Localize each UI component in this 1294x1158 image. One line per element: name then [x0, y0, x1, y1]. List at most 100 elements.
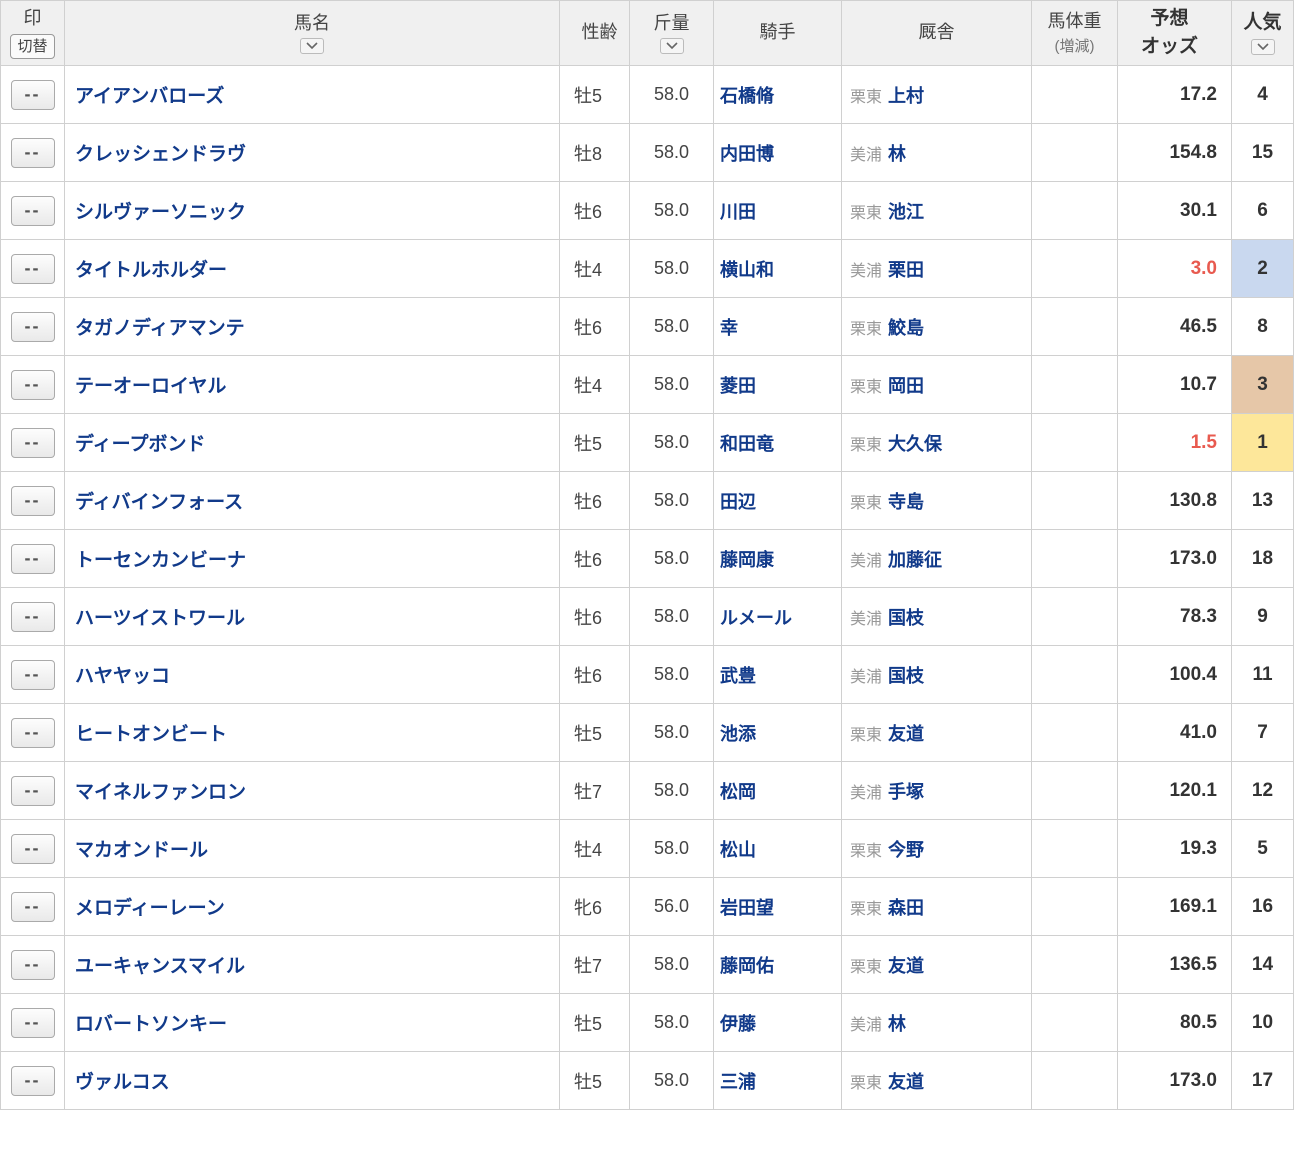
table-row: --テーオーロイヤル牡458.0菱田栗東岡田10.73 — [1, 356, 1294, 414]
stable-link[interactable]: 国枝 — [888, 608, 924, 628]
horse-name-link[interactable]: タガノディアマンテ — [75, 318, 245, 339]
jockey-link[interactable]: 岩田望 — [720, 898, 774, 918]
mark-select-button[interactable]: -- — [11, 602, 55, 632]
jockey-link[interactable]: 内田博 — [720, 144, 774, 164]
jockey-link[interactable]: 三浦 — [720, 1072, 756, 1092]
horse-name-link[interactable]: ハヤヤッコ — [75, 666, 170, 687]
carry-weight: 58.0 — [654, 1012, 689, 1032]
horse-name-link[interactable]: テーオーロイヤル — [75, 376, 226, 397]
stable-link[interactable]: 友道 — [888, 724, 924, 744]
horse-name-link[interactable]: メロディーレーン — [75, 898, 225, 919]
horse-name-link[interactable]: トーセンカンビーナ — [75, 550, 246, 571]
mark-select-button[interactable]: -- — [11, 312, 55, 342]
stable-link[interactable]: 上村 — [888, 86, 924, 106]
mark-select-button[interactable]: -- — [11, 892, 55, 922]
jockey-link[interactable]: 菱田 — [720, 376, 756, 396]
jockey-link[interactable]: 和田竜 — [720, 434, 774, 454]
horse-name-link[interactable]: ユーキャンスマイル — [75, 956, 245, 977]
jockey-link[interactable]: 松岡 — [720, 782, 756, 802]
odds-value: 130.8 — [1169, 490, 1217, 511]
stable-link[interactable]: 栗田 — [888, 260, 924, 280]
mark-select-button[interactable]: -- — [11, 718, 55, 748]
jockey-link[interactable]: 田辺 — [720, 492, 756, 512]
horse-name-link[interactable]: クレッシェンドラヴ — [75, 144, 246, 165]
race-entry-table: 印 切替 馬名 性齢 斤量 騎手 厩舎 馬体重 (増減) 予想 オッズ — [0, 0, 1294, 1110]
carry-weight: 58.0 — [654, 606, 689, 626]
stable-link[interactable]: 林 — [888, 1014, 906, 1034]
horse-name-link[interactable]: ヴァルコス — [75, 1072, 170, 1093]
stable-link[interactable]: 森田 — [888, 898, 924, 918]
stable-location: 栗東 — [850, 843, 882, 860]
col-header-jockey: 騎手 — [714, 1, 842, 66]
stable-link[interactable]: 林 — [888, 144, 906, 164]
horse-name-link[interactable]: ハーツイストワール — [75, 608, 245, 629]
jockey-link[interactable]: 武豊 — [720, 666, 756, 686]
table-header-row: 印 切替 馬名 性齢 斤量 騎手 厩舎 馬体重 (増減) 予想 オッズ — [1, 1, 1294, 66]
stable-link[interactable]: 手塚 — [888, 782, 924, 802]
stable-link[interactable]: 鮫島 — [888, 318, 924, 338]
body-weight-cell — [1032, 646, 1118, 704]
mark-select-button[interactable]: -- — [11, 428, 55, 458]
sex-age: 牡5 — [574, 724, 602, 744]
mark-select-button[interactable]: -- — [11, 1008, 55, 1038]
carry-weight: 58.0 — [654, 142, 689, 162]
col-label-name: 馬名 — [294, 12, 330, 35]
col-header-bodyweight: 馬体重 (増減) — [1032, 1, 1118, 66]
odds-value: 78.3 — [1180, 606, 1217, 627]
sex-age: 牡4 — [574, 260, 602, 280]
horse-name-link[interactable]: シルヴァーソニック — [75, 202, 246, 223]
mark-select-button[interactable]: -- — [11, 834, 55, 864]
mark-select-button[interactable]: -- — [11, 196, 55, 226]
jockey-link[interactable]: 幸 — [720, 318, 738, 338]
horse-name-link[interactable]: マイネルファンロン — [75, 782, 246, 803]
horse-name-link[interactable]: マカオンドール — [75, 840, 208, 861]
mark-select-button[interactable]: -- — [11, 660, 55, 690]
jockey-link[interactable]: 藤岡佑 — [720, 956, 774, 976]
sex-age: 牡6 — [574, 202, 602, 222]
col-header-name[interactable]: 馬名 — [65, 1, 560, 66]
col-header-popularity[interactable]: 人気 — [1232, 1, 1294, 66]
jockey-link[interactable]: 川田 — [720, 202, 756, 222]
stable-link[interactable]: 大久保 — [888, 434, 942, 454]
table-row: --ヒートオンビート牡558.0池添栗東友道41.07 — [1, 704, 1294, 762]
stable-link[interactable]: 寺島 — [888, 492, 924, 512]
mark-select-button[interactable]: -- — [11, 80, 55, 110]
mark-select-button[interactable]: -- — [11, 370, 55, 400]
jockey-link[interactable]: 石橋脩 — [720, 86, 774, 106]
jockey-link[interactable]: 伊藤 — [720, 1014, 756, 1034]
stable-link[interactable]: 今野 — [888, 840, 924, 860]
mark-select-button[interactable]: -- — [11, 776, 55, 806]
mark-select-button[interactable]: -- — [11, 486, 55, 516]
horse-name-link[interactable]: ディープボンド — [75, 434, 206, 455]
stable-link[interactable]: 加藤征 — [888, 550, 942, 570]
stable-link[interactable]: 友道 — [888, 956, 924, 976]
jockey-link[interactable]: 池添 — [720, 724, 756, 744]
sex-age: 牡5 — [574, 1014, 602, 1034]
stable-link[interactable]: 池江 — [888, 202, 924, 222]
horse-name-link[interactable]: タイトルホルダー — [75, 260, 227, 281]
table-row: --ユーキャンスマイル牡758.0藤岡佑栗東友道136.514 — [1, 936, 1294, 994]
body-weight-cell — [1032, 240, 1118, 298]
jockey-link[interactable]: ルメール — [720, 608, 792, 628]
carry-weight: 58.0 — [654, 548, 689, 568]
sex-age: 牡6 — [574, 666, 602, 686]
jockey-link[interactable]: 藤岡康 — [720, 550, 774, 570]
stable-link[interactable]: 岡田 — [888, 376, 924, 396]
mark-select-button[interactable]: -- — [11, 950, 55, 980]
horse-name-link[interactable]: アイアンバローズ — [75, 86, 224, 107]
stable-link[interactable]: 国枝 — [888, 666, 924, 686]
odds-value: 154.8 — [1169, 142, 1217, 163]
mark-swap-button[interactable]: 切替 — [10, 34, 54, 60]
mark-select-button[interactable]: -- — [11, 138, 55, 168]
horse-name-link[interactable]: ディバインフォース — [75, 492, 243, 513]
horse-name-link[interactable]: ロバートソンキー — [75, 1014, 227, 1035]
carry-weight: 58.0 — [654, 316, 689, 336]
mark-select-button[interactable]: -- — [11, 1066, 55, 1096]
stable-link[interactable]: 友道 — [888, 1072, 924, 1092]
mark-select-button[interactable]: -- — [11, 544, 55, 574]
horse-name-link[interactable]: ヒートオンビート — [75, 724, 227, 745]
mark-select-button[interactable]: -- — [11, 254, 55, 284]
col-header-weight[interactable]: 斤量 — [630, 1, 714, 66]
jockey-link[interactable]: 横山和 — [720, 260, 774, 280]
jockey-link[interactable]: 松山 — [720, 840, 756, 860]
